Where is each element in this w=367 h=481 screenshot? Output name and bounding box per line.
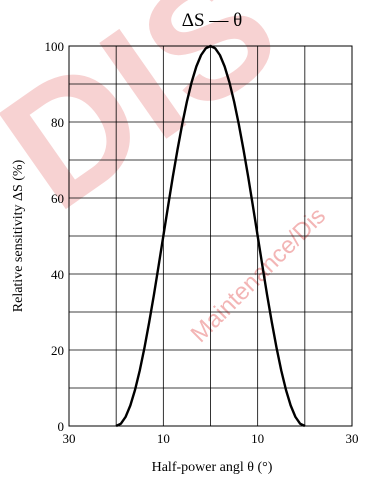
x-tick-label: 10 — [157, 431, 170, 446]
sensitivity-curve — [115, 44, 306, 428]
y-tick-label: 40 — [51, 267, 64, 282]
y-tick-label: 60 — [51, 191, 64, 206]
y-tick-label: 100 — [45, 39, 65, 54]
y-axis-label: Relative sensitivity ΔS (%) — [11, 159, 26, 312]
watermark-small-text: Maintenance/Dis — [186, 202, 331, 347]
chart-title: ΔS — θ — [182, 10, 242, 31]
y-tick-label: 0 — [58, 419, 65, 434]
x-tick-label: 10 — [251, 431, 264, 446]
y-tick-label: 20 — [51, 343, 64, 358]
x-tick-label: 30 — [346, 431, 359, 446]
x-tick-label: 30 — [63, 431, 76, 446]
watermark-big-text: DIS — [0, 0, 310, 246]
plot-area: 0 20 40 60 80 100 30 10 10 30 — [45, 39, 359, 446]
x-axis-label: Half-power angl θ (°) — [152, 460, 273, 475]
y-tick-label: 80 — [51, 115, 64, 130]
